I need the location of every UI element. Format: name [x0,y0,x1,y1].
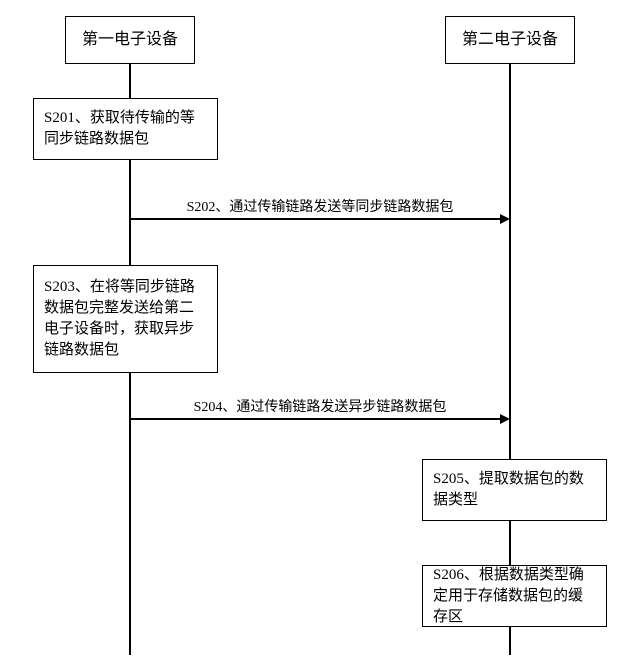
participant-left-header: 第一电子设备 [65,16,195,64]
step-s203-box: S203、在将等同步链路数据包完整发送给第二电子设备时，获取异步链路数据包 [33,265,218,373]
step-s204-text: S204、通过传输链路发送异步链路数据包 [194,400,447,415]
step-s206-box: S206、根据数据类型确定用于存储数据包的缓存区 [422,565,607,627]
step-s203-text: S203、在将等同步链路数据包完整发送给第二电子设备时，获取异步链路数据包 [44,277,207,361]
step-s201-box: S201、获取待传输的等同步链路数据包 [33,98,218,160]
step-s204-label: S204、通过传输链路发送异步链路数据包 [175,396,465,416]
step-s206-text: S206、根据数据类型确定用于存储数据包的缓存区 [433,565,596,628]
step-s201-text: S201、获取待传输的等同步链路数据包 [44,108,207,150]
participant-left-label: 第一电子设备 [82,29,178,51]
step-s202-arrow-line [130,218,502,220]
participant-right-header: 第二电子设备 [445,16,575,64]
participant-right-label: 第二电子设备 [462,29,558,51]
step-s205-box: S205、提取数据包的数据类型 [422,459,607,521]
step-s204-arrow-line [130,418,502,420]
step-s205-text: S205、提取数据包的数据类型 [433,469,596,511]
step-s204-arrow-head [500,414,510,424]
step-s202-text: S202、通过传输链路发送等同步链路数据包 [187,200,454,215]
step-s202-label: S202、通过传输链路发送等同步链路数据包 [170,196,470,216]
step-s202-arrow-head [500,214,510,224]
